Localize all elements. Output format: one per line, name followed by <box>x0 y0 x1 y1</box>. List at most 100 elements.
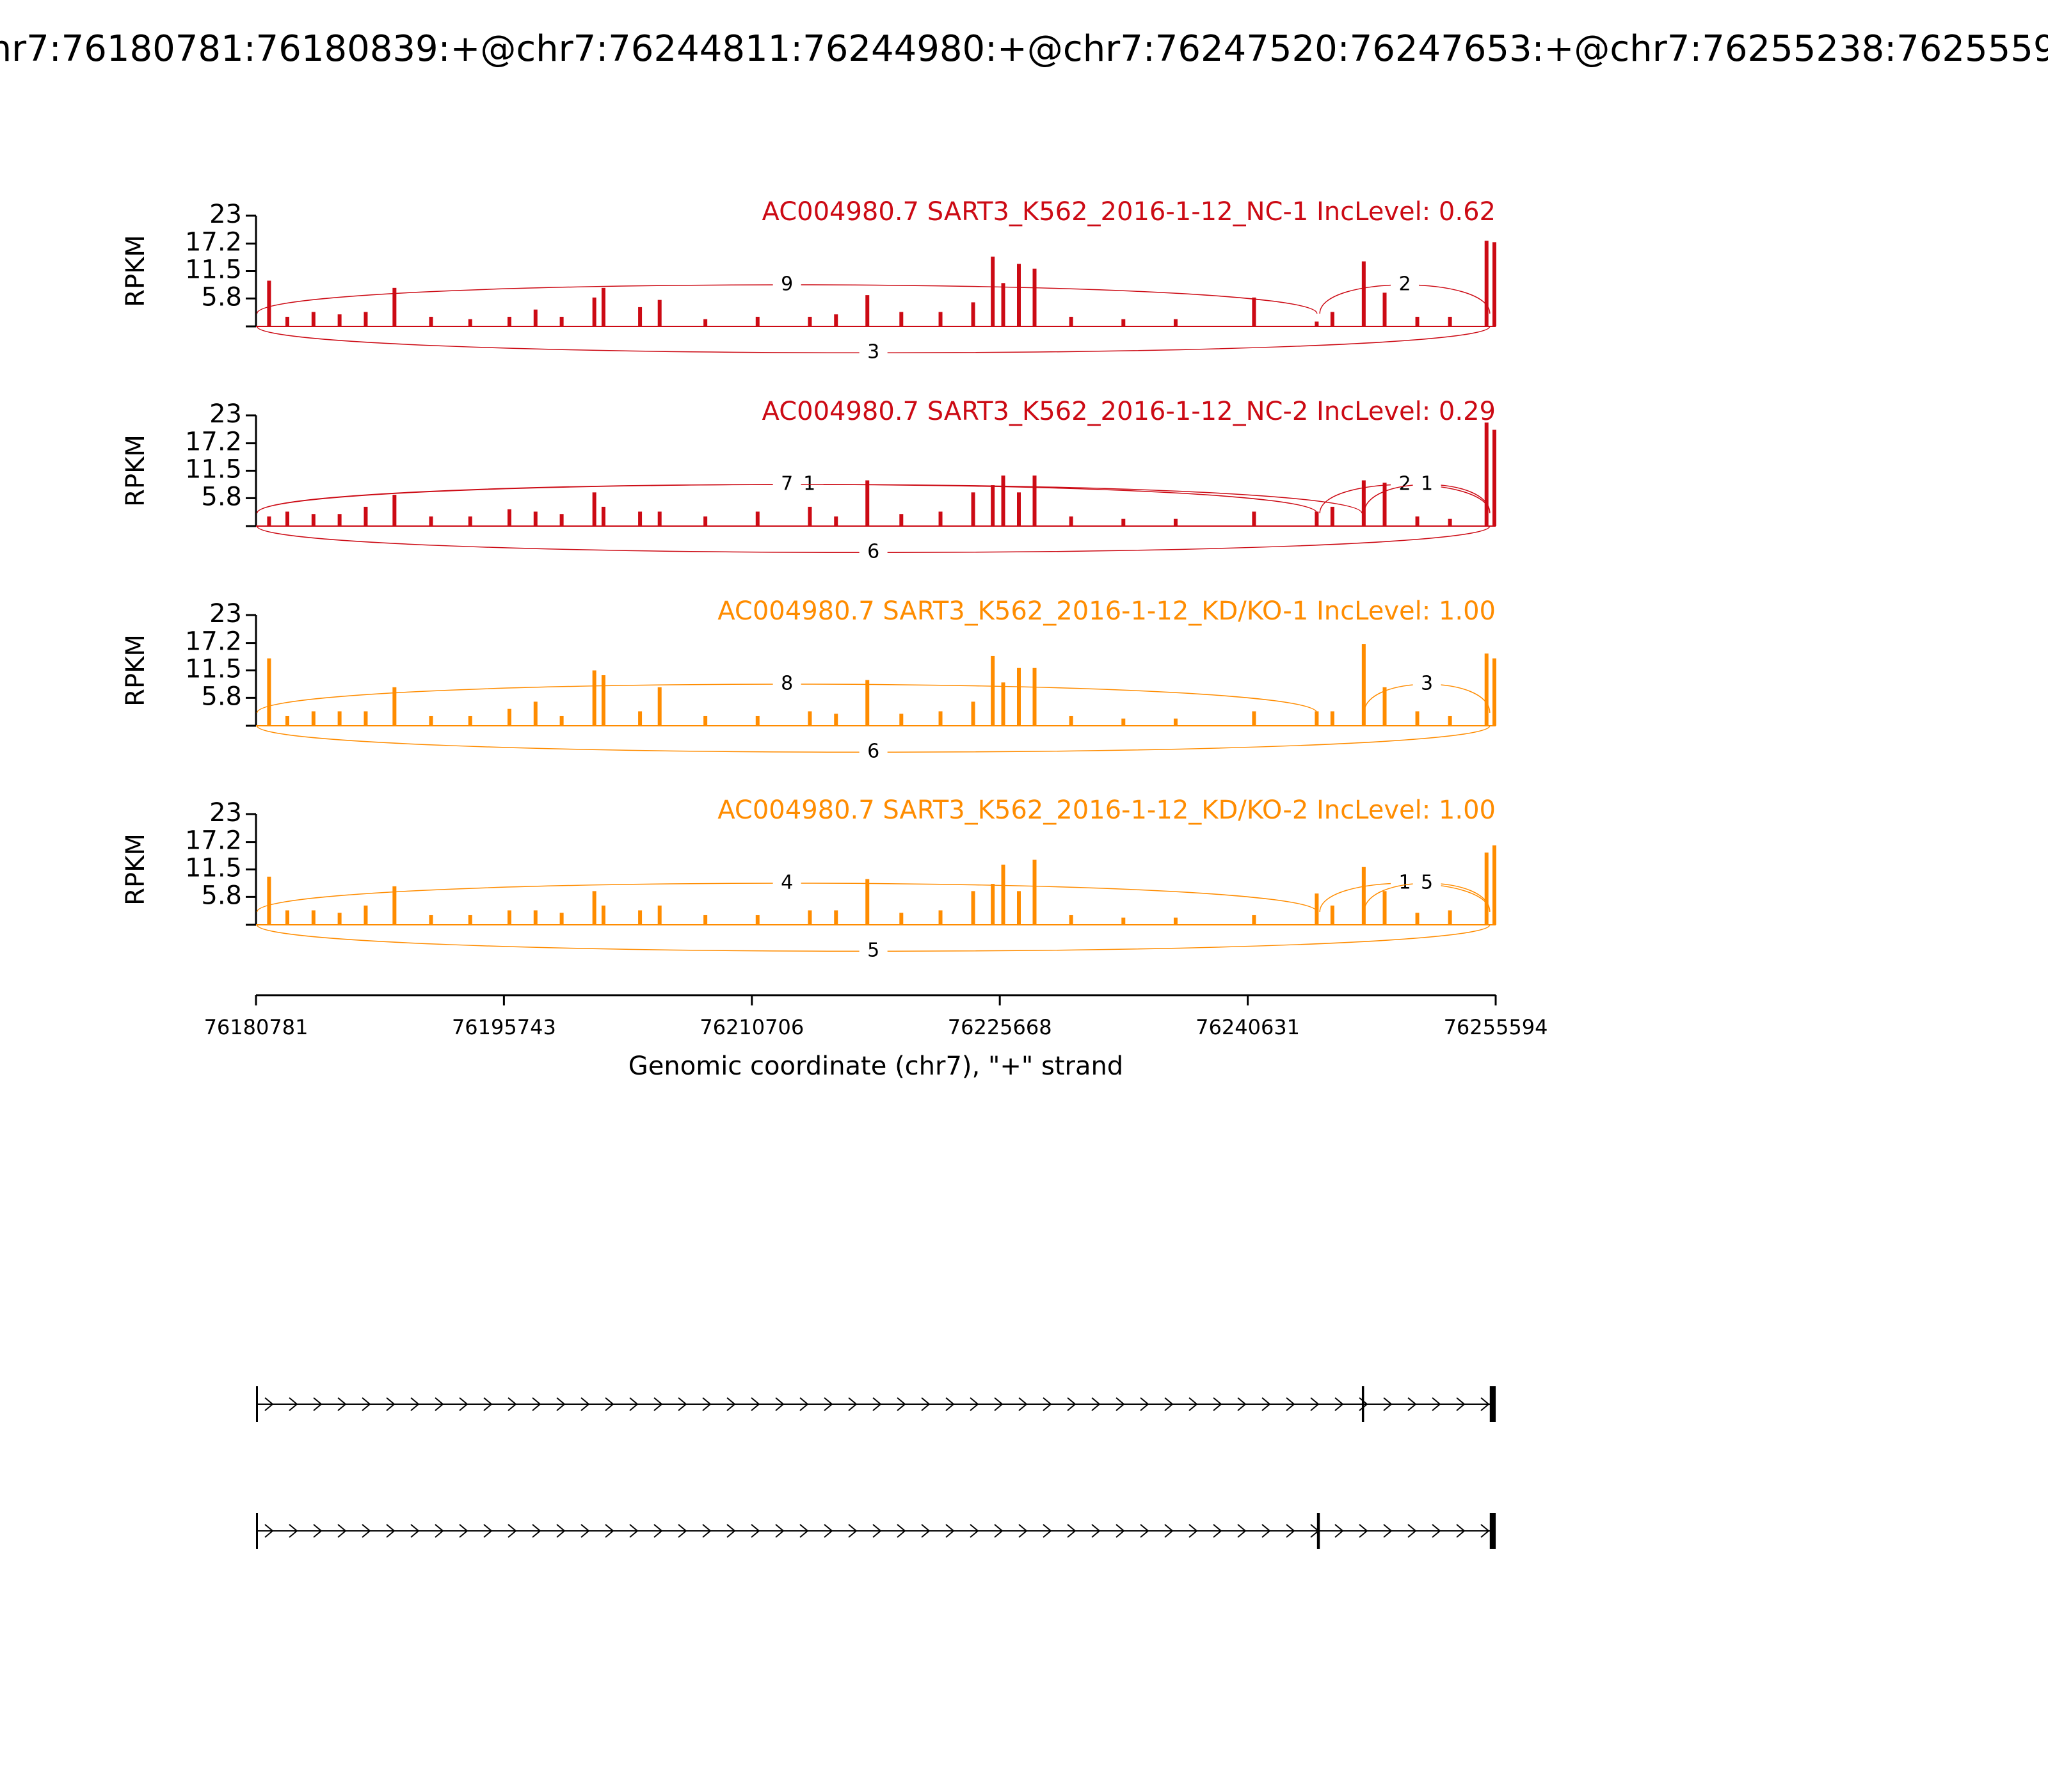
coverage-bar <box>865 480 870 526</box>
strand-chevron <box>653 1524 663 1538</box>
strand-chevron <box>410 1397 420 1411</box>
strand-chevron <box>1116 1524 1125 1538</box>
junction-label-bg <box>1412 473 1441 496</box>
y-tick-label: 11.5 <box>185 455 242 484</box>
x-tick-label: 76225668 <box>948 1015 1052 1039</box>
strand-chevron <box>1383 1524 1393 1538</box>
strand-chevron <box>337 1524 347 1538</box>
coverage-bar <box>337 913 342 925</box>
strand-chevron <box>435 1524 444 1538</box>
coverage-bar <box>657 511 662 526</box>
strand-chevron <box>629 1524 639 1538</box>
junction-label-bg <box>772 673 801 696</box>
strand-chevron <box>1237 1524 1247 1538</box>
strand-chevron <box>1067 1524 1076 1538</box>
junction-label: 3 <box>867 341 879 364</box>
coverage-bar <box>1361 261 1366 326</box>
coverage-bar <box>507 509 511 526</box>
coverage-bar <box>311 312 316 326</box>
coverage-bar <box>834 910 838 925</box>
coverage-bar <box>337 314 342 326</box>
strand-chevron <box>1456 1397 1466 1411</box>
junction-label-bg <box>1412 872 1441 895</box>
strand-chevron <box>435 1397 444 1411</box>
junction-label: 1 <box>1421 473 1433 495</box>
strand-chevron <box>508 1397 517 1411</box>
strand-chevron <box>483 1524 493 1538</box>
strand-chevron <box>1456 1524 1466 1538</box>
strand-chevron <box>1237 1397 1247 1411</box>
coverage-bar <box>1415 711 1420 726</box>
coverage-bar <box>808 316 812 326</box>
strand-chevron <box>1213 1524 1222 1538</box>
strand-chevron <box>264 1524 274 1538</box>
junction-label-bg <box>772 473 801 496</box>
exon <box>256 1513 258 1549</box>
coverage-bar <box>808 711 812 726</box>
strand-chevron <box>702 1524 712 1538</box>
strand-chevron <box>1334 1524 1344 1538</box>
coverage-bar <box>865 879 870 925</box>
y-axis-label: RPKM <box>121 833 150 906</box>
y-tick-label: 23 <box>209 798 242 828</box>
junction-label: 2 <box>1398 473 1411 495</box>
strand-chevron <box>1480 1397 1490 1411</box>
coverage-bar <box>899 312 904 326</box>
coverage-bar <box>1001 682 1005 726</box>
coverage-bar <box>1448 716 1452 726</box>
coverage-bar <box>468 319 472 326</box>
coverage-bar <box>1330 711 1334 726</box>
junction-label-bg <box>772 872 801 895</box>
coverage-bar <box>311 514 316 526</box>
strand-chevron <box>726 1397 736 1411</box>
junction-label: 8 <box>781 673 793 695</box>
strand-chevron <box>872 1524 882 1538</box>
coverage-bar <box>1017 891 1021 925</box>
coverage-bar <box>991 485 995 526</box>
coverage-bar <box>938 312 943 326</box>
coverage-bar <box>559 913 564 925</box>
junction-label-bg <box>859 940 888 963</box>
y-tick-label: 5.8 <box>201 682 242 711</box>
strand-chevron <box>313 1524 323 1538</box>
junction-label-bg <box>1390 273 1419 296</box>
coverage-bar <box>1315 711 1319 726</box>
strand-chevron <box>848 1397 858 1411</box>
strand-chevron <box>1383 1397 1393 1411</box>
coverage-bar <box>364 506 368 526</box>
coverage-bar <box>1448 316 1452 326</box>
coverage-bar <box>755 915 760 925</box>
coverage-bar <box>429 516 433 526</box>
strand-chevron <box>726 1524 736 1538</box>
strand-chevron <box>994 1524 1004 1538</box>
coverage-bar <box>808 910 812 925</box>
strand-chevron <box>605 1524 614 1538</box>
strand-chevron <box>1067 1397 1076 1411</box>
coverage-bar <box>1448 518 1452 526</box>
strand-chevron <box>1140 1397 1149 1411</box>
strand-chevron <box>1213 1397 1222 1411</box>
coverage-bar <box>533 309 538 326</box>
junction-label: 2 <box>1398 273 1411 296</box>
coverage-bar <box>468 716 472 726</box>
coverage-bar <box>533 511 538 526</box>
strand-chevron <box>1407 1524 1417 1538</box>
strand-chevron <box>605 1397 614 1411</box>
coverage-bar <box>1032 668 1037 726</box>
strand-chevron <box>945 1524 955 1538</box>
coverage-bar <box>1492 658 1496 726</box>
coverage-bar <box>703 516 708 526</box>
coverage-bar <box>364 905 368 925</box>
strand-chevron <box>386 1397 396 1411</box>
y-tick-label: 23 <box>209 599 242 628</box>
coverage-bar <box>559 716 564 726</box>
coverage-bar <box>703 915 708 925</box>
coverage-bar <box>834 516 838 526</box>
strand-chevron <box>1140 1524 1149 1538</box>
strand-chevron <box>1432 1397 1441 1411</box>
coverage-bar <box>755 716 760 726</box>
strand-chevron <box>775 1524 785 1538</box>
coverage-bar <box>601 905 605 925</box>
